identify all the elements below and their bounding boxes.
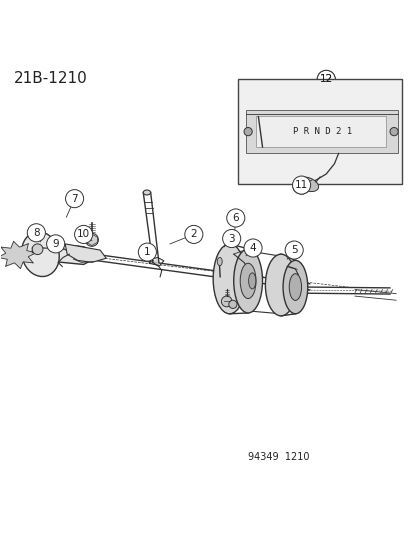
- Text: 1: 1: [144, 247, 150, 257]
- Circle shape: [27, 224, 45, 242]
- Ellipse shape: [21, 232, 59, 277]
- Ellipse shape: [240, 263, 255, 298]
- Circle shape: [292, 176, 310, 194]
- Text: 2: 2: [190, 229, 197, 239]
- Circle shape: [228, 300, 237, 309]
- Ellipse shape: [233, 249, 262, 313]
- Text: 4: 4: [249, 243, 256, 253]
- Text: 5: 5: [290, 245, 297, 255]
- Circle shape: [243, 127, 252, 136]
- Text: 12: 12: [319, 75, 332, 84]
- Text: 10: 10: [77, 229, 90, 239]
- Circle shape: [85, 233, 98, 246]
- Ellipse shape: [213, 244, 245, 314]
- Polygon shape: [0, 241, 36, 269]
- Text: 6: 6: [232, 213, 239, 223]
- Ellipse shape: [143, 190, 150, 195]
- Circle shape: [292, 176, 310, 194]
- Text: 21B-1210: 21B-1210: [14, 71, 87, 86]
- Ellipse shape: [248, 273, 255, 289]
- Circle shape: [65, 190, 83, 208]
- Circle shape: [138, 243, 156, 261]
- Circle shape: [74, 225, 93, 244]
- Text: 7: 7: [71, 193, 78, 204]
- Circle shape: [32, 244, 43, 255]
- Circle shape: [221, 296, 232, 307]
- Ellipse shape: [217, 257, 222, 265]
- Polygon shape: [26, 242, 90, 264]
- Text: 9: 9: [52, 239, 59, 249]
- Circle shape: [316, 70, 335, 88]
- Ellipse shape: [296, 177, 318, 191]
- Circle shape: [222, 230, 240, 248]
- Circle shape: [184, 225, 202, 244]
- Circle shape: [243, 239, 261, 257]
- Text: 3: 3: [228, 233, 235, 244]
- FancyBboxPatch shape: [256, 116, 385, 147]
- Ellipse shape: [282, 260, 307, 314]
- Polygon shape: [65, 244, 106, 262]
- Text: P R N D 2 1: P R N D 2 1: [292, 127, 351, 136]
- FancyBboxPatch shape: [245, 110, 397, 154]
- Text: 8: 8: [33, 228, 40, 238]
- Circle shape: [316, 70, 335, 88]
- Circle shape: [47, 235, 64, 253]
- Circle shape: [285, 241, 302, 259]
- Ellipse shape: [289, 274, 301, 301]
- Circle shape: [226, 209, 244, 227]
- Text: 12: 12: [319, 75, 332, 84]
- FancyBboxPatch shape: [237, 79, 401, 184]
- Text: 11: 11: [294, 180, 307, 190]
- Circle shape: [389, 127, 397, 136]
- Text: 11: 11: [294, 180, 307, 190]
- Polygon shape: [151, 259, 158, 265]
- Text: 94349  1210: 94349 1210: [247, 452, 309, 462]
- Ellipse shape: [265, 254, 296, 316]
